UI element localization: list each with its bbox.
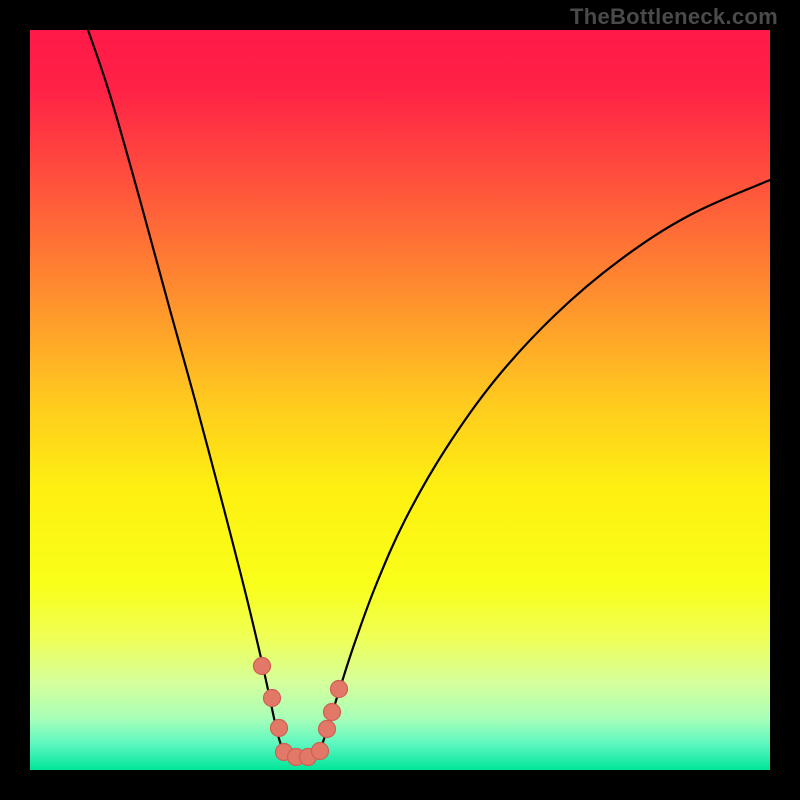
watermark-text: TheBottleneck.com: [570, 4, 778, 30]
data-marker: [319, 721, 336, 738]
chart-container: TheBottleneck.com: [0, 0, 800, 800]
data-marker: [324, 704, 341, 721]
left-curve: [88, 30, 286, 756]
data-marker: [271, 720, 288, 737]
data-marker: [331, 681, 348, 698]
plot-area: [30, 30, 770, 770]
data-marker: [264, 690, 281, 707]
data-marker: [312, 743, 329, 760]
right-curve: [318, 180, 770, 756]
data-marker: [254, 658, 271, 675]
curve-layer: [30, 30, 770, 770]
marker-group: [254, 658, 348, 766]
